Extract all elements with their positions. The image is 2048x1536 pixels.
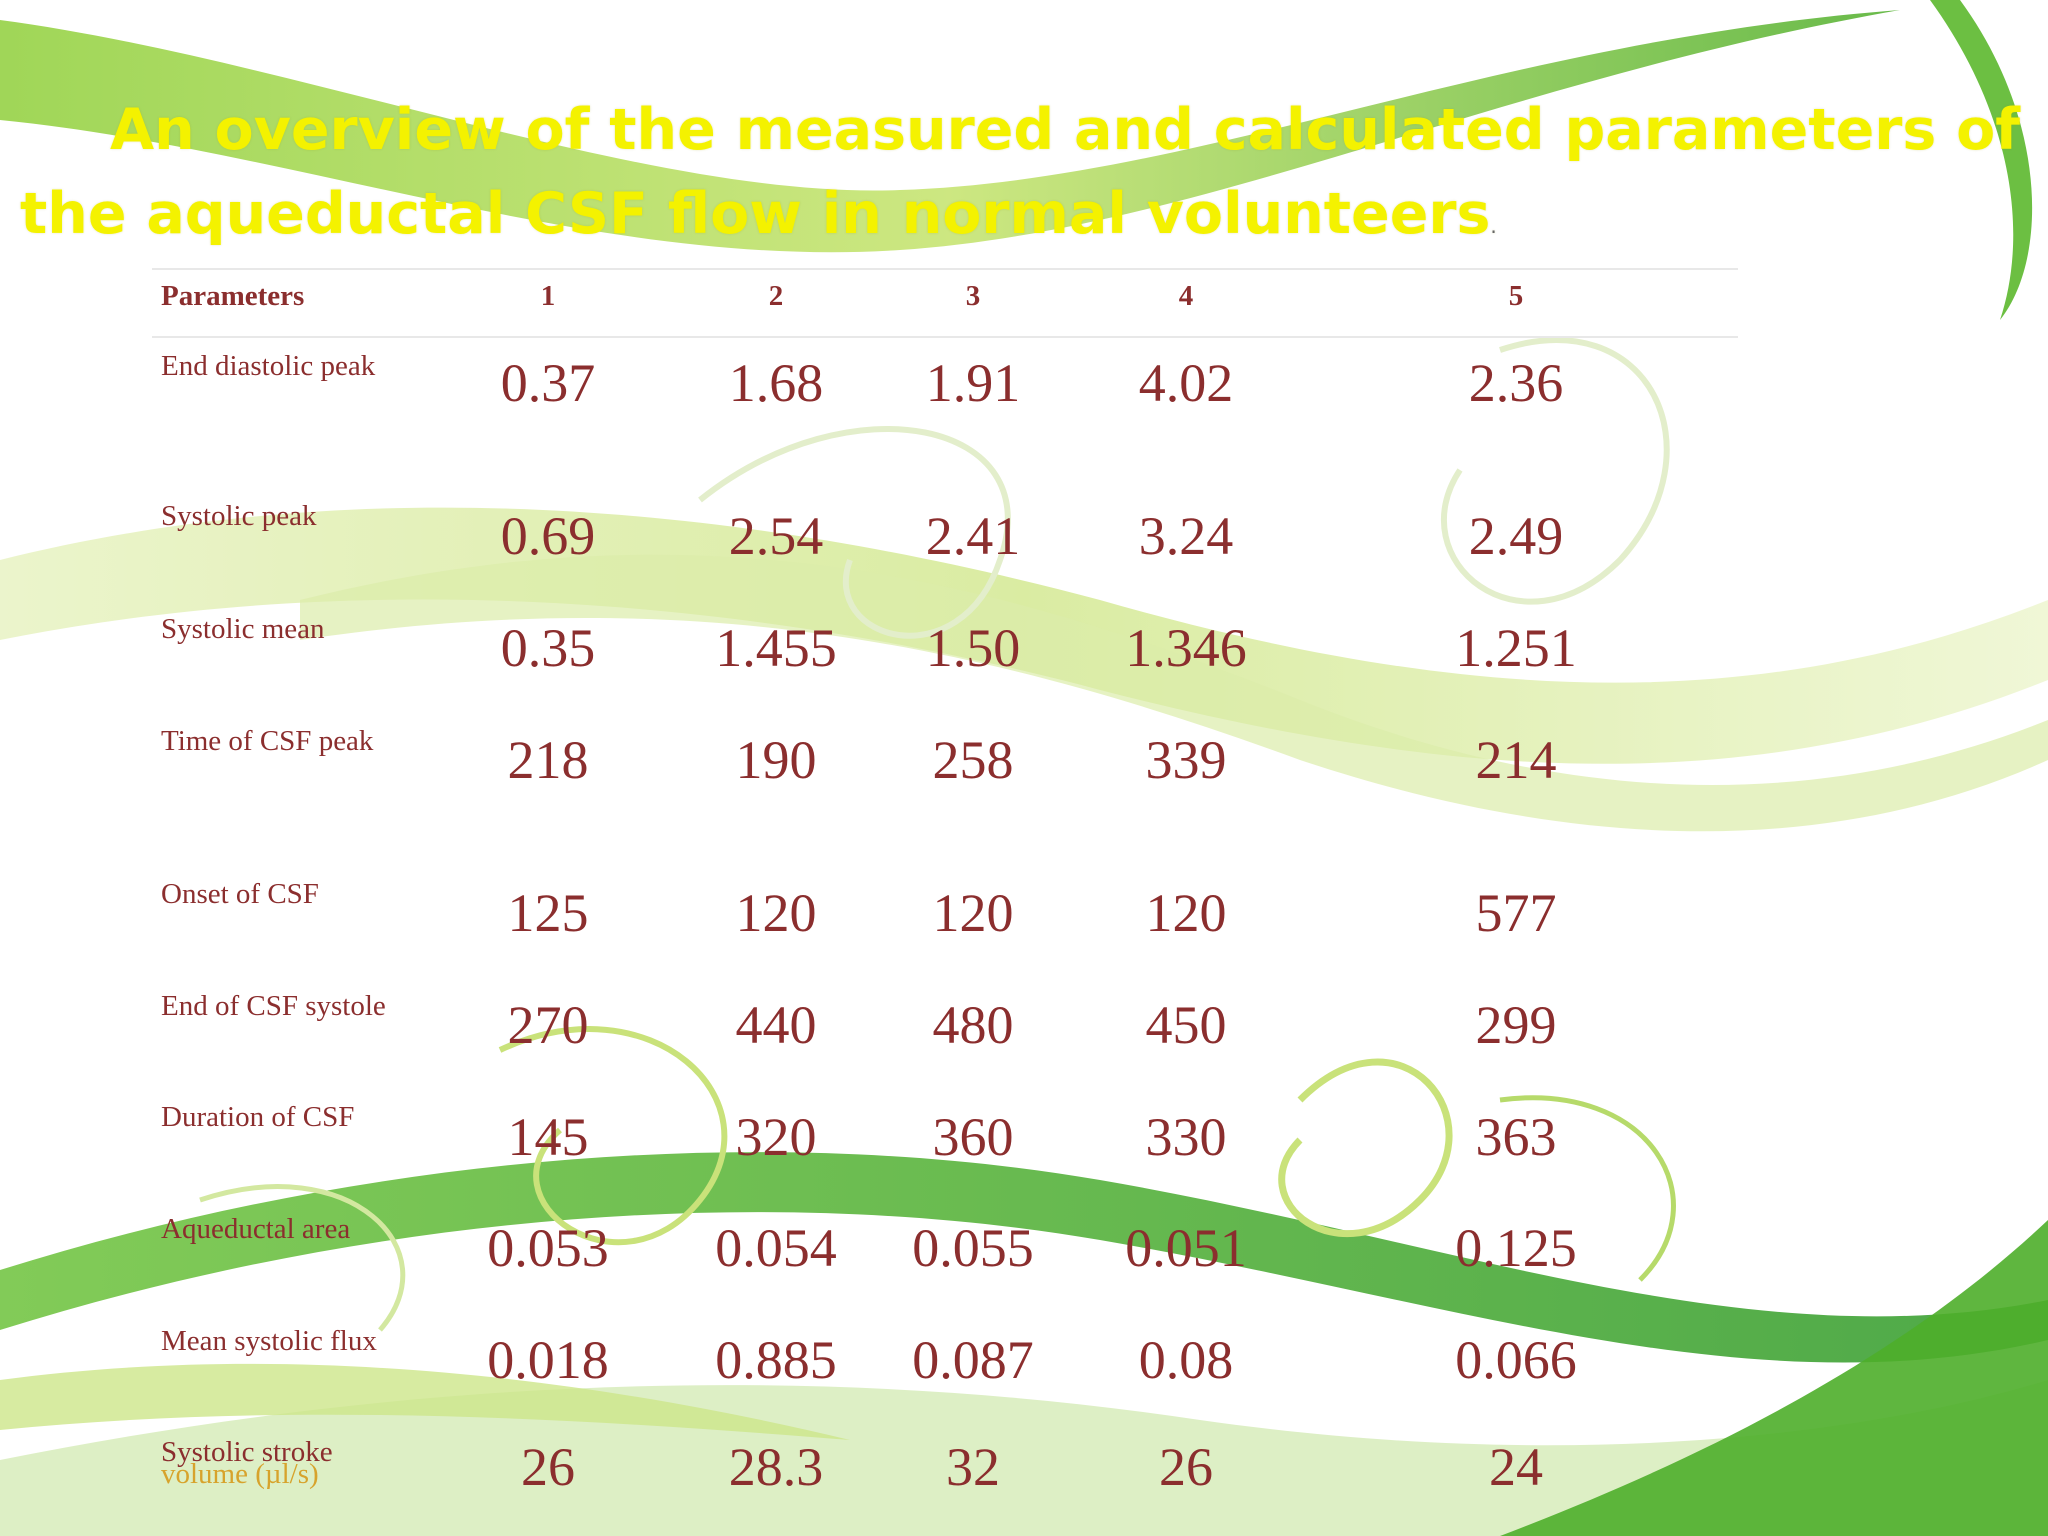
table-header-col-5: 5 xyxy=(1508,280,1524,312)
table-cell: 120 xyxy=(1145,883,1227,943)
table-cell: 2.36 xyxy=(1468,353,1564,413)
table-cell: 360 xyxy=(932,1107,1014,1167)
table-cell: 0.35 xyxy=(500,618,596,678)
table-cell: 0.08 xyxy=(1138,1330,1234,1390)
table-cell: 450 xyxy=(1145,995,1227,1055)
table-cell: 26 xyxy=(521,1437,575,1497)
table-cell: 330 xyxy=(1145,1107,1227,1167)
row-label: Systolic mean xyxy=(161,613,325,645)
table-cell: 28.3 xyxy=(728,1437,824,1497)
table-header-col-2: 2 xyxy=(768,280,784,312)
table-cell: 1.50 xyxy=(925,618,1021,678)
table-cell: 32 xyxy=(946,1437,1000,1497)
row-label: Systolic peak xyxy=(161,500,317,532)
table-cell: 0.087 xyxy=(912,1330,1034,1390)
table-cell: 0.066 xyxy=(1455,1330,1577,1390)
table-cell: 0.885 xyxy=(715,1330,837,1390)
table-cell: 320 xyxy=(735,1107,817,1167)
row-label: Systolic stroke xyxy=(161,1436,333,1468)
table-cell: 3.24 xyxy=(1138,506,1234,566)
table-cell: 0.69 xyxy=(500,506,596,566)
table-header-parameters: Parameters xyxy=(161,280,305,312)
row-label: Mean systolic flux xyxy=(161,1325,377,1357)
table-cell: 339 xyxy=(1145,730,1227,790)
row-label: End of CSF systole xyxy=(161,990,386,1022)
row-label: Duration of CSF xyxy=(161,1101,355,1133)
table-header-col-3: 3 xyxy=(965,280,981,312)
table-header-col-1: 1 xyxy=(540,280,556,312)
table-cell: 214 xyxy=(1475,730,1557,790)
slide-title-line-2: the aqueductal CSF flow in normal volunt… xyxy=(20,172,1920,268)
table-cell: 0.054 xyxy=(715,1218,837,1278)
table-cell: 1.91 xyxy=(925,353,1021,413)
row-label: Onset of CSF xyxy=(161,878,319,910)
row-label: Time of CSF peak xyxy=(161,725,374,757)
table-cell: 218 xyxy=(507,730,589,790)
slide-title-line-2-text: the aqueductal CSF flow in normal volunt… xyxy=(20,181,1491,247)
table-cell: 24 xyxy=(1489,1437,1543,1497)
table-cell: 125 xyxy=(507,883,589,943)
table-cell: 270 xyxy=(507,995,589,1055)
table-cell: 1.251 xyxy=(1455,618,1577,678)
table-cell: 2.54 xyxy=(728,506,824,566)
table-cell: 4.02 xyxy=(1138,353,1234,413)
table-cell: 2.41 xyxy=(925,506,1021,566)
table-cell: 26 xyxy=(1159,1437,1213,1497)
table-cell: 480 xyxy=(932,995,1014,1055)
row-sublabel: volume (µl/s) xyxy=(161,1458,319,1490)
table-cell: 0.018 xyxy=(487,1330,609,1390)
table-cell: 440 xyxy=(735,995,817,1055)
header-top-rule xyxy=(152,268,1738,270)
table-cell: 0.055 xyxy=(912,1218,1034,1278)
slide-title-line-1: An overview of the measured and calculat… xyxy=(110,97,2021,163)
table-cell: 1.346 xyxy=(1125,618,1247,678)
table-cell: 0.051 xyxy=(1125,1218,1247,1278)
slide-title-trailing-dot: . xyxy=(1490,214,1497,238)
table-cell: 1.68 xyxy=(728,353,824,413)
row-label: End diastolic peak xyxy=(161,350,376,382)
table-cell: 145 xyxy=(507,1107,589,1167)
header-bottom-rule xyxy=(152,336,1738,338)
table-cell: 363 xyxy=(1475,1107,1557,1167)
table-cell: 1.455 xyxy=(715,618,837,678)
table-cell: 120 xyxy=(932,883,1014,943)
table-cell: 0.125 xyxy=(1455,1218,1577,1278)
table-cell: 258 xyxy=(932,730,1014,790)
row-label: Aqueductal area xyxy=(161,1213,351,1245)
table-cell: 299 xyxy=(1475,995,1557,1055)
table-header-col-4: 4 xyxy=(1178,280,1194,312)
table-cell: 0.053 xyxy=(487,1218,609,1278)
slide-title: An overview of the measured and calculat… xyxy=(20,88,2021,268)
table-cell: 120 xyxy=(735,883,817,943)
table-cell: 2.49 xyxy=(1468,506,1564,566)
table-cell: 0.37 xyxy=(500,353,596,413)
table-cell: 577 xyxy=(1475,883,1557,943)
table-cell: 190 xyxy=(735,730,817,790)
